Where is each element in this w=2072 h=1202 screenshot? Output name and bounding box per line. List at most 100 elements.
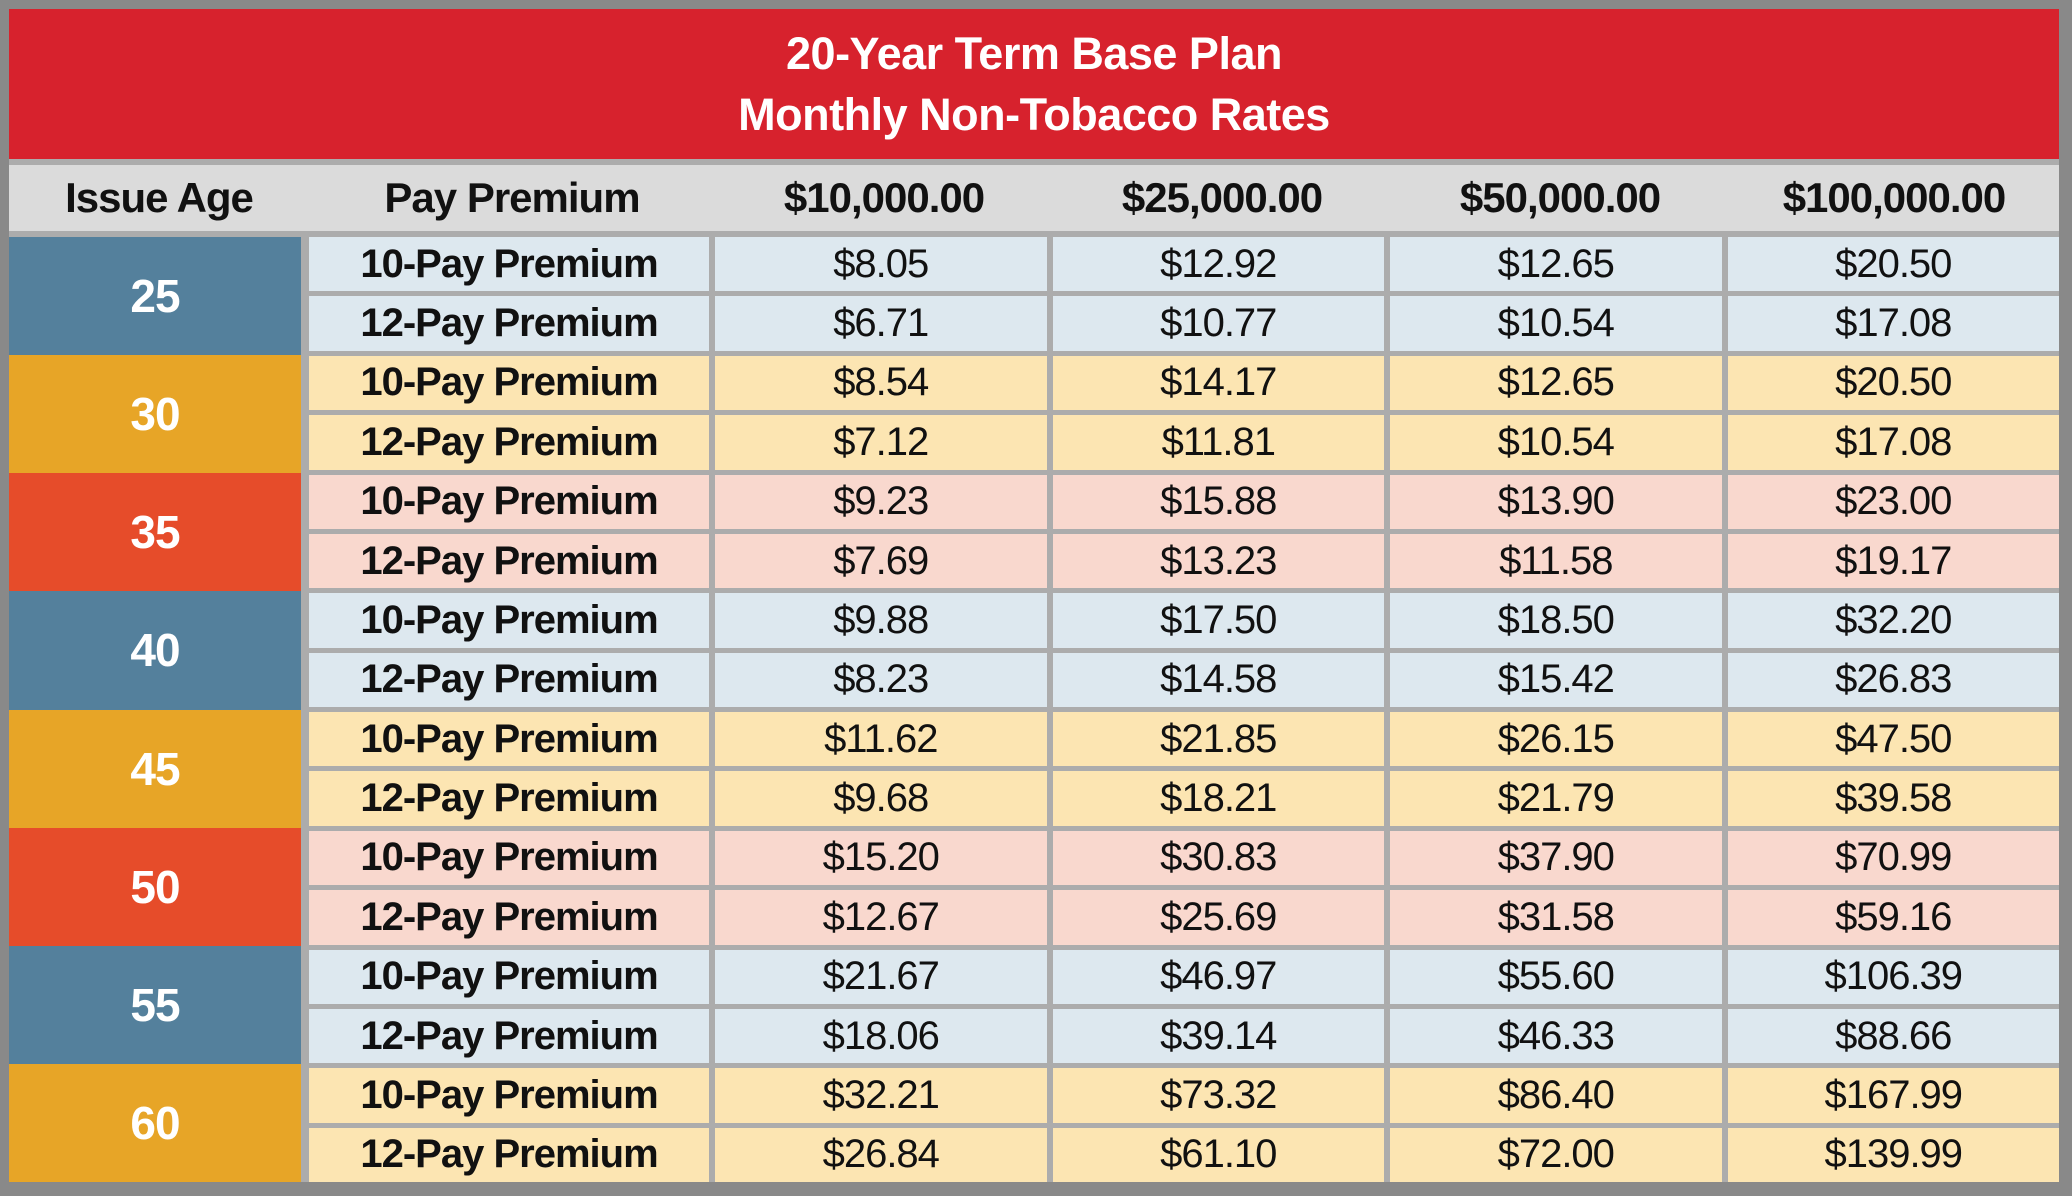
pay-premium-label-cell: 12-Pay Premium <box>309 890 709 945</box>
rate-value-cell: $7.12 <box>715 415 1047 470</box>
pay-premium-label-cell: 10-Pay Premium <box>309 712 709 767</box>
rate-value-cell: $21.79 <box>1390 771 1722 826</box>
rate-value-cell: $11.81 <box>1052 415 1384 470</box>
pay-premium-label-cell: 12-Pay Premium <box>309 771 709 826</box>
rate-value-cell: $11.58 <box>1390 533 1722 589</box>
rate-value-cell: $13.23 <box>1052 533 1384 589</box>
rate-value-cell: $9.88 <box>715 593 1047 648</box>
column-header-pay-premium: Pay Premium <box>384 174 640 221</box>
rate-value-cell: $20.50 <box>1727 237 2059 292</box>
pay-premium-label-cell: 10-Pay Premium <box>309 830 709 886</box>
rate-value-cell: $9.23 <box>715 474 1047 529</box>
rate-value-cell: $10.54 <box>1390 415 1722 470</box>
rate-value-cell: $10.54 <box>1390 296 1722 351</box>
age-group-cell-30: 30 <box>9 355 301 474</box>
rate-value-cell: $12.67 <box>715 890 1047 945</box>
rate-value-cell: $18.21 <box>1052 771 1384 826</box>
rate-value-cell: $21.67 <box>715 949 1047 1004</box>
rate-value-cell: $7.69 <box>715 533 1047 589</box>
rate-value-cell: $26.83 <box>1727 652 2059 707</box>
pay-premium-label-cell: 12-Pay Premium <box>309 652 709 707</box>
rate-value-cell: $18.06 <box>715 1008 1047 1064</box>
rate-value-cell: $32.21 <box>715 1068 1047 1123</box>
rate-value-cell: $8.05 <box>715 237 1047 292</box>
pay-premium-label-cell: 10-Pay Premium <box>309 237 709 292</box>
rate-value-cell: $6.71 <box>715 296 1047 351</box>
rate-value-cell: $86.40 <box>1390 1068 1722 1123</box>
pay-premium-label-cell: 10-Pay Premium <box>309 949 709 1004</box>
rate-value-cell: $167.99 <box>1727 1068 2059 1123</box>
column-header-50000: $50,000.00 <box>1459 174 1661 221</box>
rate-value-cell: $17.08 <box>1727 296 2059 351</box>
rate-value-cell: $47.50 <box>1727 712 2059 767</box>
rate-value-cell: $8.54 <box>715 355 1047 411</box>
rate-value-cell: $46.33 <box>1390 1008 1722 1064</box>
rate-value-cell: $26.84 <box>715 1127 1047 1182</box>
rate-value-cell: $46.97 <box>1052 949 1384 1004</box>
rate-value-cell: $39.14 <box>1052 1008 1384 1064</box>
rate-value-cell: $55.60 <box>1390 949 1722 1004</box>
pay-premium-label-cell: 10-Pay Premium <box>309 474 709 529</box>
pay-premium-label-cell: 12-Pay Premium <box>309 296 709 351</box>
rate-value-cell: $19.17 <box>1727 533 2059 589</box>
rate-value-cell: $72.00 <box>1390 1127 1722 1182</box>
rate-value-cell: $21.85 <box>1052 712 1384 767</box>
rate-value-cell: $73.32 <box>1052 1068 1384 1123</box>
rate-value-cell: $8.23 <box>715 652 1047 707</box>
rate-value-cell: $18.50 <box>1390 593 1722 648</box>
rate-value-cell: $15.20 <box>715 830 1047 886</box>
column-header-25000: $25,000.00 <box>1121 174 1323 221</box>
pay-premium-label-cell: 12-Pay Premium <box>309 533 709 589</box>
issue-age-column: 25 30 35 40 45 50 55 60 <box>9 237 301 1182</box>
rate-value-cell: $14.58 <box>1052 652 1384 707</box>
rate-value-cell: $37.90 <box>1390 830 1722 886</box>
rate-value-cell: $39.58 <box>1727 771 2059 826</box>
rate-value-cell: $26.15 <box>1390 712 1722 767</box>
rate-value-cell: $11.62 <box>715 712 1047 767</box>
rate-value-cell: $25.69 <box>1052 890 1384 945</box>
column-header-100000: $100,000.00 <box>1782 174 2007 221</box>
rate-value-cell: $59.16 <box>1727 890 2059 945</box>
pay-premium-label-cell: 12-Pay Premium <box>309 1127 709 1182</box>
table-title-line1: 20-Year Term Base Plan <box>786 28 1282 79</box>
rate-value-cell: $70.99 <box>1727 830 2059 886</box>
pay-premium-label-cell: 12-Pay Premium <box>309 1008 709 1064</box>
rate-value-cell: $13.90 <box>1390 474 1722 529</box>
age-group-cell-50: 50 <box>9 827 301 946</box>
rate-value-cell: $23.00 <box>1727 474 2059 529</box>
rate-value-cell: $15.88 <box>1052 474 1384 529</box>
pay-premium-label-cell: 10-Pay Premium <box>309 593 709 648</box>
age-group-cell-35: 35 <box>9 473 301 592</box>
pay-premium-label-cell: 10-Pay Premium <box>309 355 709 411</box>
rate-value-cell: $20.50 <box>1727 355 2059 411</box>
age-group-cell-45: 45 <box>9 709 301 828</box>
column-header-10000: $10,000.00 <box>783 174 985 221</box>
rate-value-cell: $10.77 <box>1052 296 1384 351</box>
age-group-cell-40: 40 <box>9 591 301 710</box>
rate-value-cell: $32.20 <box>1727 593 2059 648</box>
column-header-row: Issue Age Pay Premium $10,000.00 $25,000… <box>9 165 2059 231</box>
rate-value-cell: $106.39 <box>1727 949 2059 1004</box>
rate-value-cell: $30.83 <box>1052 830 1384 886</box>
rate-table: 20-Year Term Base Plan Monthly Non-Tobac… <box>9 9 2059 1182</box>
age-group-cell-60: 60 <box>9 1063 301 1182</box>
rate-value-cell: $139.99 <box>1727 1127 2059 1182</box>
table-title-line2: Monthly Non-Tobacco Rates <box>738 89 1330 140</box>
rate-value-cell: $61.10 <box>1052 1127 1384 1182</box>
table-title-bar: 20-Year Term Base Plan Monthly Non-Tobac… <box>9 9 2059 159</box>
rate-value-cell: $12.92 <box>1052 237 1384 292</box>
rate-value-cell: $17.50 <box>1052 593 1384 648</box>
rate-value-cell: $12.65 <box>1390 355 1722 411</box>
table-body: 25 30 35 40 45 50 55 60 10-Pay Premium $8.05 $12.… <box>9 237 2059 1182</box>
pay-premium-label-cell: 10-Pay Premium <box>309 1068 709 1123</box>
column-header-issue-age: Issue Age <box>65 174 254 221</box>
pay-premium-label-cell: 12-Pay Premium <box>309 415 709 470</box>
age-group-cell-25: 25 <box>9 237 301 356</box>
rate-value-cell: $12.65 <box>1390 237 1722 292</box>
age-group-cell-55: 55 <box>9 945 301 1064</box>
rate-value-cell: $31.58 <box>1390 890 1722 945</box>
rate-value-cell: $17.08 <box>1727 415 2059 470</box>
rate-value-cell: $15.42 <box>1390 652 1722 707</box>
